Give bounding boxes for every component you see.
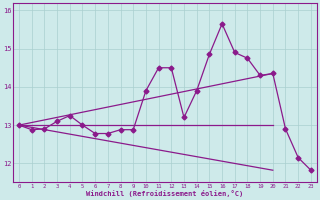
X-axis label: Windchill (Refroidissement éolien,°C): Windchill (Refroidissement éolien,°C)	[86, 190, 244, 197]
